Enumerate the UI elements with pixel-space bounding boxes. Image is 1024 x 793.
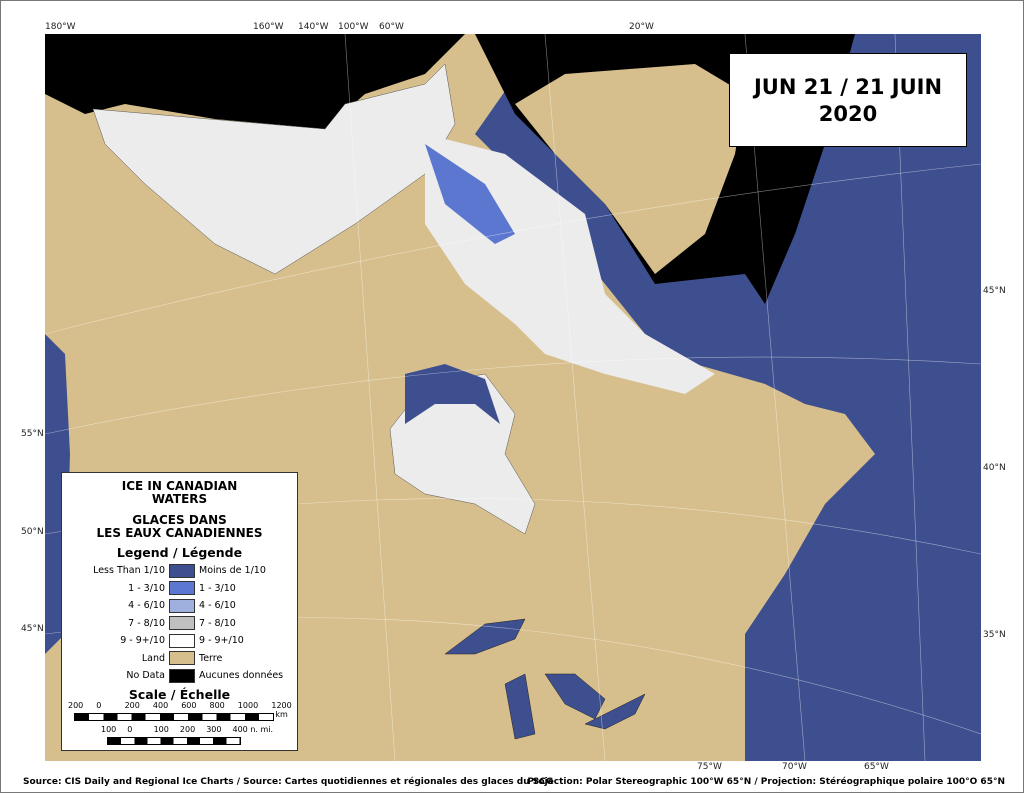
legend-label-fr: Moins de 1/10: [199, 565, 266, 577]
lat-label: 45°N: [21, 624, 44, 634]
lon-label: 65°W: [864, 762, 889, 772]
no-data-arctic: [45, 34, 465, 129]
lon-label: 140°W: [298, 22, 329, 32]
legend-swatch: [169, 668, 195, 683]
title-line: ICE IN CANADIAN: [121, 479, 238, 493]
lon-label: 160°W: [253, 22, 284, 32]
lon-label: 75°W: [697, 762, 722, 772]
legend-item: Less Than 1/10 Moins de 1/10: [62, 562, 297, 580]
legend-item: 4 - 6/10 4 - 6/10: [62, 597, 297, 615]
scale-tick: 1200 km: [271, 700, 292, 719]
legend-item: No Data Aucunes données: [62, 667, 297, 685]
legend-label-fr: 7 - 8/10: [199, 617, 236, 629]
legend-label-fr: Aucunes données: [199, 670, 284, 682]
scale-tick: 100: [101, 724, 117, 734]
lon-label: 180°W: [45, 22, 76, 32]
legend-swatch: [169, 563, 195, 578]
source-text: Source: CIS Daily and Regional Ice Chart…: [23, 777, 554, 787]
atlantic-ocean: [475, 34, 981, 761]
legend-heading: Legend / Légende: [116, 545, 243, 560]
title-line: LES EAUX CANADIENNES: [96, 526, 263, 540]
baffin-mod: [425, 144, 515, 244]
legend-label-en: No Data: [126, 670, 165, 682]
scale-tick: 200: [124, 700, 140, 710]
legend-title-fr: GLACES DANS LES EAUX CANADIENNES: [62, 514, 297, 540]
lon-label: 100°W: [338, 22, 369, 32]
scale-tick: 400 n. mi.: [232, 724, 274, 734]
scale-tick: 600: [181, 700, 197, 710]
lat-label: 45°N: [983, 286, 1006, 296]
legend-swatch: [169, 616, 195, 631]
archipelago-ice: [425, 134, 715, 394]
legend: ICE IN CANADIAN WATERS GLACES DANS LES E…: [61, 472, 298, 751]
projection-text: Projection: Polar Stereographic 100°W 65…: [527, 777, 1005, 787]
legend-label-fr: 1 - 3/10: [199, 582, 236, 594]
legend-label-fr: 9 - 9+/10: [199, 635, 244, 647]
lat-label: 35°N: [983, 630, 1006, 640]
legend-swatch: [169, 581, 195, 596]
date-line: JUN 21 / 21 JUIN: [753, 75, 943, 99]
greenland-land: [515, 64, 745, 274]
legend-item: 9 - 9+/10 9 - 9+/10: [62, 632, 297, 650]
scale-tick: 200: [179, 724, 196, 734]
legend-label-en: 7 - 8/10: [128, 617, 165, 629]
date-box: JUN 21 / 21 JUIN 2020: [729, 53, 967, 147]
lon-label: 60°W: [379, 22, 404, 32]
scale-tick: 300: [206, 724, 222, 734]
legend-label-en: 4 - 6/10: [128, 600, 165, 612]
hudson-bay-open: [405, 364, 500, 424]
legend-swatch: [169, 651, 195, 666]
scale-tick: 0: [96, 700, 102, 710]
title-line: WATERS: [151, 492, 208, 506]
legend-label-en: Less Than 1/10: [93, 565, 165, 577]
legend-label-en: 1 - 3/10: [128, 582, 165, 594]
scale-tick: 1000: [237, 700, 259, 710]
scale-tick: 0: [127, 724, 133, 734]
scale-bar: [74, 712, 275, 721]
legend-swatch: [169, 633, 195, 648]
legend-label-en: Land: [141, 652, 165, 664]
legend-label-en: 9 - 9+/10: [120, 635, 165, 647]
legend-label-fr: 4 - 6/10: [199, 600, 236, 612]
legend-label-fr: Terre: [199, 652, 223, 664]
date-year: 2020: [818, 102, 878, 126]
scale-tick: 800: [209, 700, 225, 710]
footer: Source: CIS Daily and Regional Ice Chart…: [1, 772, 1023, 792]
legend-item: Land Terre: [62, 650, 297, 668]
lat-label: 40°N: [983, 463, 1006, 473]
scale-tick: 100: [153, 724, 169, 734]
legend-swatch: [169, 598, 195, 613]
lat-label: 55°N: [21, 429, 44, 439]
lon-label: 20°W: [629, 22, 654, 32]
scale-bar: [107, 736, 241, 745]
great-lakes: [444, 618, 646, 740]
legend-item: 1 - 3/10 1 - 3/10: [62, 580, 297, 598]
legend-title-en: ICE IN CANADIAN WATERS: [62, 480, 297, 506]
legend-item: 7 - 8/10 7 - 8/10: [62, 615, 297, 633]
title-line: GLACES DANS: [132, 513, 227, 527]
scale-tick: 200: [68, 700, 84, 710]
scale-tick: 400: [152, 700, 169, 710]
lat-label: 50°N: [21, 527, 44, 537]
scale-heading: Scale / Échelle: [128, 686, 231, 702]
lon-label: 70°W: [782, 762, 807, 772]
